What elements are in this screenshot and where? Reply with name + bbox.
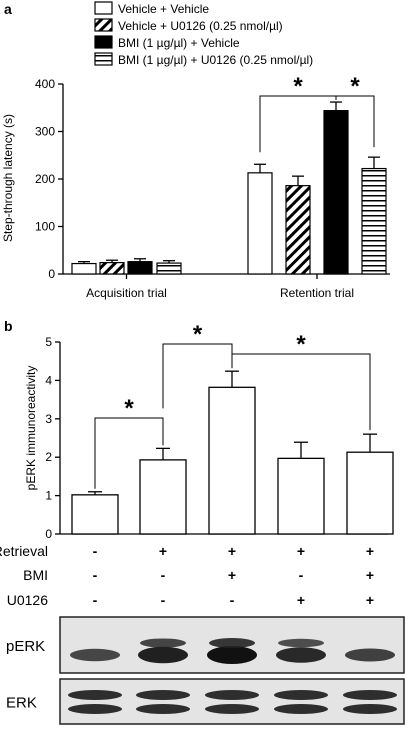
significance-star: * <box>193 321 203 348</box>
blot-band <box>274 690 328 700</box>
western-blots: pERK ERK <box>6 616 405 725</box>
treatment-cell: - <box>230 592 235 608</box>
blot-band-lower <box>205 704 259 714</box>
bar-a <box>247 172 273 275</box>
treatment-cell: - <box>93 592 98 608</box>
treatment-cell: + <box>228 567 236 583</box>
blot-band <box>70 648 120 662</box>
y-tick-label-a: 100 <box>35 220 55 234</box>
bar-b <box>346 451 394 535</box>
blot-label: ERK <box>6 695 37 712</box>
y-tick-label-a: 200 <box>35 172 55 186</box>
bar-b <box>277 457 325 535</box>
legend-swatch <box>94 52 113 66</box>
bar-a <box>99 262 125 275</box>
legend-swatch <box>94 18 113 32</box>
chart-a: 0 100 200 300 400 Acquisition trial Retention … <box>35 77 390 300</box>
panel-b-label: b <box>4 318 13 334</box>
blot-frame <box>59 678 405 725</box>
blot-band-lower <box>343 704 397 714</box>
treatment-table: Retrieval - + + + + BMI - - + - + U0126 - - - + + <box>0 543 374 608</box>
bar-a <box>71 262 97 275</box>
blot-band-upper <box>278 638 324 648</box>
significance-bracket <box>94 417 164 489</box>
y-tick-label-b: 2 <box>45 450 52 464</box>
y-tick-label-a: 300 <box>35 125 55 139</box>
y-tick-label-b: 1 <box>45 489 52 503</box>
chart-b: 0 1 2 3 4 5 <box>45 335 394 541</box>
blot-band <box>138 646 188 664</box>
blot-band <box>343 690 397 700</box>
bar-a <box>127 261 153 275</box>
legend-entry-label: Vehicle + Vehicle <box>118 2 209 16</box>
blot-band-lower <box>68 704 122 714</box>
legend-a: Vehicle + Vehicle Vehicle + U0126 (0.25 n… <box>94 1 313 67</box>
significance-bracket <box>231 353 371 431</box>
blot-band <box>205 690 259 700</box>
category-label-a: Acquisition trial <box>86 286 167 300</box>
blot-band <box>345 648 395 662</box>
treatment-cell: + <box>228 543 236 559</box>
bar-a <box>323 109 349 275</box>
y-tick-label-b: 3 <box>45 412 52 426</box>
panel-a-label: a <box>4 1 12 17</box>
bar-b <box>208 386 256 535</box>
y-axis-label-a: Step-through latency (s) <box>1 114 15 242</box>
treatment-cell: + <box>366 567 374 583</box>
treatment-row-label: BMI <box>23 567 48 583</box>
y-tick-label-b: 4 <box>45 373 52 387</box>
blot-band <box>276 647 326 663</box>
treatment-cell: + <box>297 592 305 608</box>
treatment-cell: - <box>93 543 98 559</box>
treatment-row-label: U0126 <box>7 592 48 608</box>
significance-a: * * <box>259 73 375 153</box>
legend-swatch <box>94 35 113 49</box>
treatment-cell: - <box>161 567 166 583</box>
significance-star: * <box>293 73 303 100</box>
bar-a <box>361 167 387 275</box>
blot-label: pERK <box>6 638 45 655</box>
legend-entry-label: BMI (1 µg/µl) + U0126 (0.25 nmol/µl) <box>118 53 313 67</box>
blot-band <box>68 690 122 700</box>
y-tick-label-b: 5 <box>45 335 52 349</box>
significance-star: * <box>124 395 134 422</box>
legend-swatch <box>94 1 113 15</box>
significance-star: * <box>350 73 360 100</box>
y-tick-label-a: 400 <box>35 77 55 91</box>
bar-b <box>71 494 119 535</box>
blot-band-lower <box>274 704 328 714</box>
legend-entry-label: Vehicle + U0126 (0.25 nmol/µl) <box>118 19 283 33</box>
treatment-cell: + <box>159 543 167 559</box>
treatment-cell: - <box>93 567 98 583</box>
treatment-row-label: Retrieval <box>0 543 48 559</box>
significance-star: * <box>296 331 306 358</box>
blot-band-lower <box>136 704 190 714</box>
bar-b <box>139 459 187 535</box>
category-label-a: Retention trial <box>280 286 354 300</box>
legend-entry-label: BMI (1 µg/µl) + Vehicle <box>118 36 240 50</box>
blot-band-upper <box>140 638 186 648</box>
bar-a <box>285 185 311 275</box>
y-tick-label-a: 0 <box>48 267 55 281</box>
blot-band <box>207 646 257 664</box>
bar-a <box>156 262 182 275</box>
treatment-cell: + <box>366 543 374 559</box>
treatment-cell: + <box>297 543 305 559</box>
significance-b: * * * <box>94 321 371 489</box>
treatment-cell: + <box>366 592 374 608</box>
y-tick-label-b: 0 <box>45 527 52 541</box>
y-axis-label-b: pERK immunoreactivity <box>24 366 38 491</box>
blot-band <box>136 690 190 700</box>
significance-bracket <box>335 95 375 148</box>
treatment-cell: - <box>161 592 166 608</box>
blot-band-upper <box>209 638 255 648</box>
treatment-cell: - <box>299 567 304 583</box>
